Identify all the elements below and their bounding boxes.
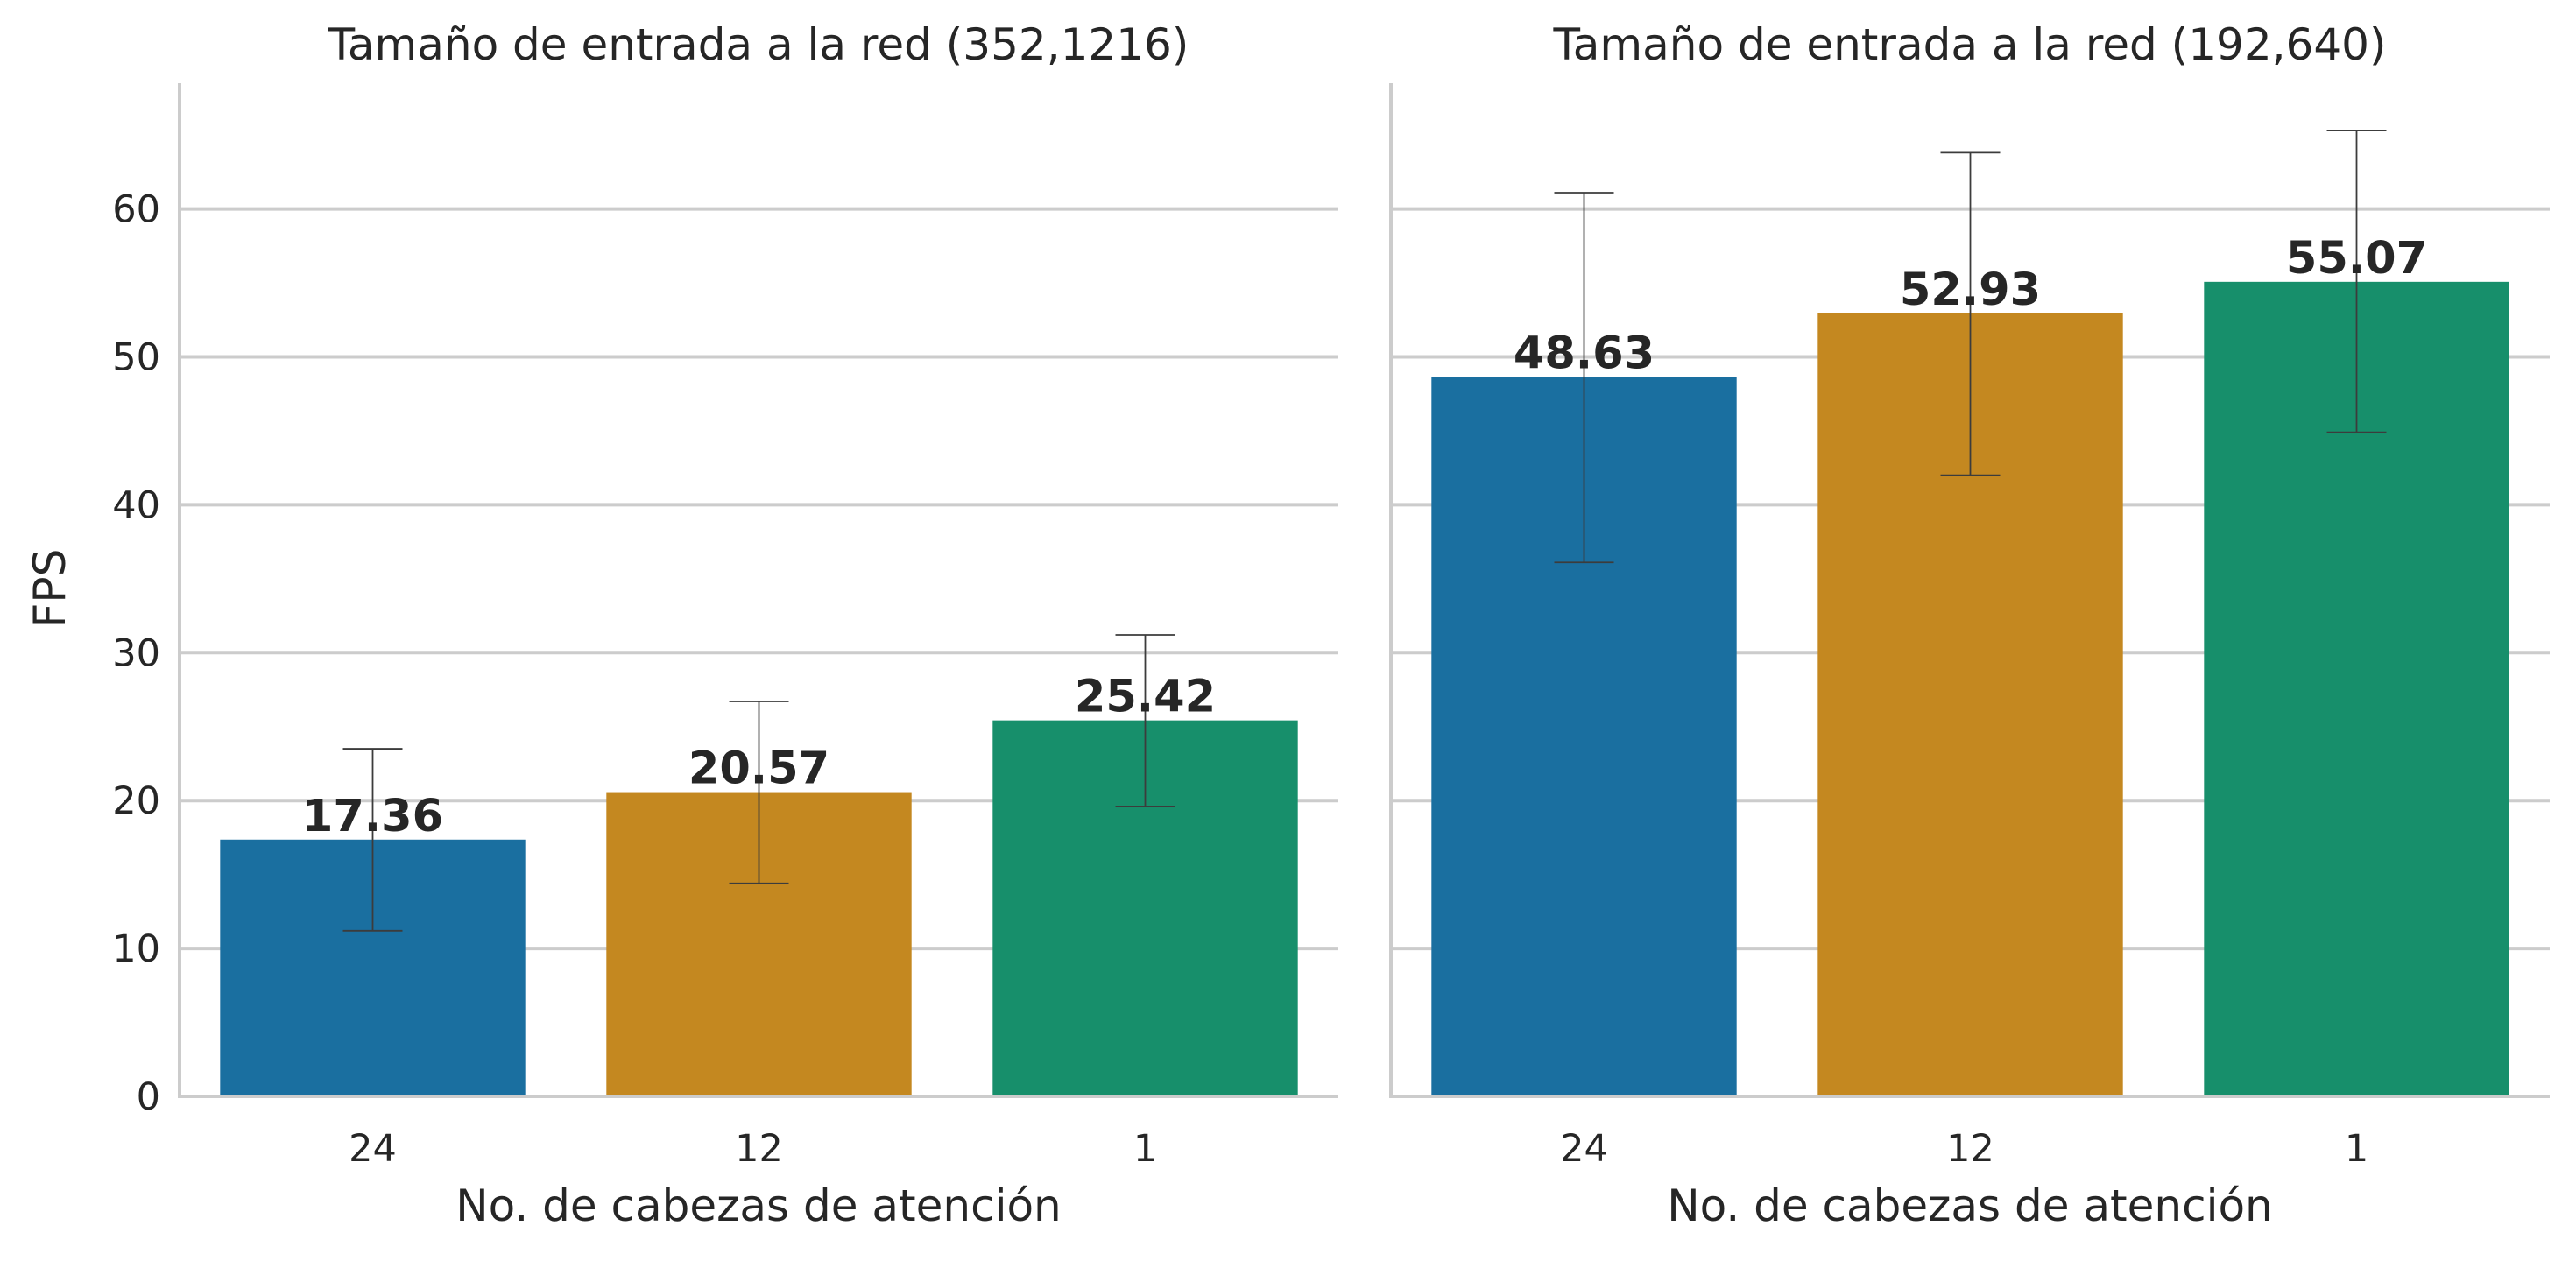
y-tick-label: 0 — [137, 1075, 160, 1119]
y-tick-label: 50 — [112, 335, 160, 379]
x-tick-label: 24 — [349, 1127, 397, 1171]
x-ticks-right: 24 12 1 — [1560, 1127, 2368, 1171]
y-tick-label: 40 — [112, 483, 160, 527]
value-labels-right: 48.63 52.93 55.07 — [1514, 233, 2427, 380]
error-bars-right — [1554, 130, 2387, 564]
y-tick-label: 10 — [112, 927, 160, 971]
error-bars-left — [342, 634, 1175, 932]
panel-right: Tamaño de entrada a la red (192,640) 48.… — [1389, 19, 2550, 1231]
y-tick-label: 60 — [112, 188, 160, 232]
panel-title-left: Tamaño de entrada a la red (352,1216) — [328, 19, 1189, 70]
axes-right — [1389, 83, 2550, 1098]
value-label: 25.42 — [1075, 672, 1216, 723]
value-label: 20.57 — [688, 743, 829, 795]
x-tick-label: 12 — [1946, 1127, 1994, 1171]
value-label: 48.63 — [1514, 328, 1655, 380]
value-label: 52.93 — [1900, 264, 2041, 316]
value-label: 55.07 — [2286, 233, 2427, 285]
y-tick-label: 20 — [112, 779, 160, 823]
value-labels-left: 17.36 20.57 25.42 — [302, 672, 1216, 842]
y-axis-label: FPS — [25, 549, 75, 629]
axes-left — [178, 83, 1338, 1098]
value-label: 17.36 — [302, 791, 443, 842]
x-tick-label: 1 — [1133, 1127, 1157, 1171]
panel-title-right: Tamaño de entrada a la red (192,640) — [1553, 19, 2387, 70]
x-tick-label: 24 — [1560, 1127, 1608, 1171]
y-ticks-left: 0 10 20 30 40 50 60 — [112, 188, 160, 1119]
x-ticks-left: 24 12 1 — [349, 1127, 1157, 1171]
x-tick-label: 12 — [735, 1127, 783, 1171]
bars-right — [1431, 281, 2509, 1097]
x-tick-label: 1 — [2345, 1127, 2368, 1171]
x-axis-label-left: No. de cabezas de atención — [455, 1180, 1062, 1231]
panel-left: Tamaño de entrada a la red (352,1216) 17… — [25, 19, 1338, 1231]
x-axis-label-right: No. de cabezas de atención — [1667, 1180, 2273, 1231]
y-tick-label: 30 — [112, 631, 160, 675]
